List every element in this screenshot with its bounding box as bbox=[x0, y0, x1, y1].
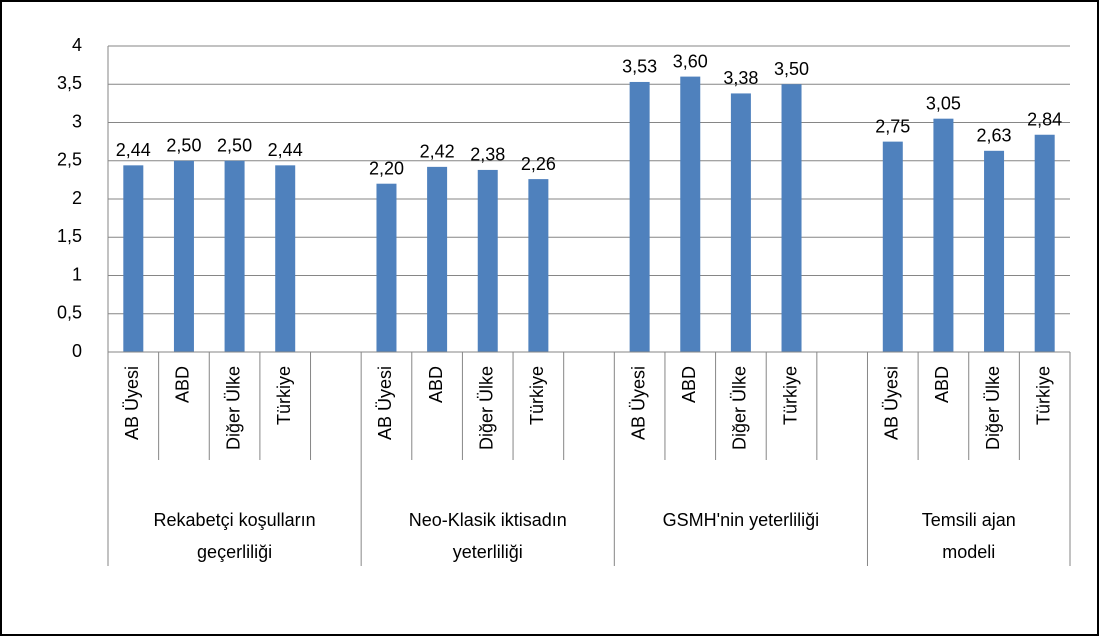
value-label: 2,84 bbox=[1027, 109, 1062, 129]
x-tick-label: ABD bbox=[679, 366, 699, 403]
group-label: GSMH'nin yeterliliği bbox=[663, 510, 819, 530]
group-label: geçerliliği bbox=[197, 542, 272, 562]
group-label: Rekabetçi koşulların bbox=[154, 510, 316, 530]
y-tick-label: 2,5 bbox=[57, 150, 82, 170]
y-tick-label: 2 bbox=[72, 188, 82, 208]
value-label: 2,20 bbox=[369, 158, 404, 178]
bar bbox=[882, 141, 903, 352]
value-label: 2,38 bbox=[470, 145, 505, 165]
bar bbox=[680, 76, 701, 352]
group-label: yeterliliği bbox=[453, 542, 523, 562]
value-label: 2,44 bbox=[268, 140, 303, 160]
group-label: modeli bbox=[942, 542, 995, 562]
value-label: 3,38 bbox=[723, 68, 758, 88]
bar bbox=[730, 93, 751, 353]
y-tick-label: 0,5 bbox=[57, 303, 82, 323]
value-label: 3,05 bbox=[926, 93, 961, 113]
y-tick-label: 4 bbox=[72, 35, 82, 55]
y-tick-label: 3 bbox=[72, 111, 82, 131]
x-tick-label: Türkiye bbox=[1033, 366, 1053, 425]
value-label: 2,42 bbox=[420, 142, 455, 162]
y-tick-label: 3,5 bbox=[57, 73, 82, 93]
x-tick-label: ABD bbox=[426, 366, 446, 403]
bar bbox=[1034, 134, 1055, 352]
bar bbox=[781, 84, 802, 352]
value-label: 3,53 bbox=[622, 57, 657, 77]
bar bbox=[933, 118, 954, 352]
bar bbox=[173, 160, 194, 352]
value-label: 3,50 bbox=[774, 59, 809, 79]
group-label: Neo-Klasik iktisadın bbox=[409, 510, 567, 530]
value-label: 2,26 bbox=[521, 154, 556, 174]
x-tick-label: Diğer Ülke bbox=[223, 366, 243, 450]
y-tick-label: 1,5 bbox=[57, 226, 82, 246]
bar bbox=[224, 160, 245, 352]
bar bbox=[984, 150, 1005, 352]
bar bbox=[275, 165, 296, 352]
group-label: Temsili ajan bbox=[922, 510, 1016, 530]
x-tick-label: AB Üyesi bbox=[628, 366, 648, 440]
value-label: 2,44 bbox=[116, 140, 151, 160]
x-tick-label: ABD bbox=[173, 366, 193, 403]
x-tick-label: Diğer Ülke bbox=[983, 366, 1003, 450]
value-label: 2,75 bbox=[875, 116, 910, 136]
y-tick-label: 1 bbox=[72, 264, 82, 284]
bar bbox=[123, 165, 144, 352]
x-tick-label: AB Üyesi bbox=[882, 366, 902, 440]
value-label: 2,50 bbox=[166, 136, 201, 156]
x-tick-label: Türkiye bbox=[780, 366, 800, 425]
bar bbox=[629, 81, 650, 352]
value-label: 2,50 bbox=[217, 136, 252, 156]
x-tick-label: ABD bbox=[932, 366, 952, 403]
bar bbox=[528, 179, 549, 352]
value-label: 2,63 bbox=[977, 126, 1012, 146]
x-tick-label: Türkiye bbox=[274, 366, 294, 425]
x-tick-label: Diğer Ülke bbox=[476, 366, 496, 450]
x-tick-label: AB Üyesi bbox=[122, 366, 142, 440]
bar bbox=[376, 183, 397, 352]
x-tick-label: Diğer Ülke bbox=[730, 366, 750, 450]
bar bbox=[477, 169, 498, 352]
bar bbox=[427, 166, 448, 352]
x-tick-label: AB Üyesi bbox=[375, 366, 395, 440]
y-tick-label: 0 bbox=[72, 341, 82, 361]
value-label: 3,60 bbox=[673, 51, 708, 71]
x-tick-label: Türkiye bbox=[527, 366, 547, 425]
